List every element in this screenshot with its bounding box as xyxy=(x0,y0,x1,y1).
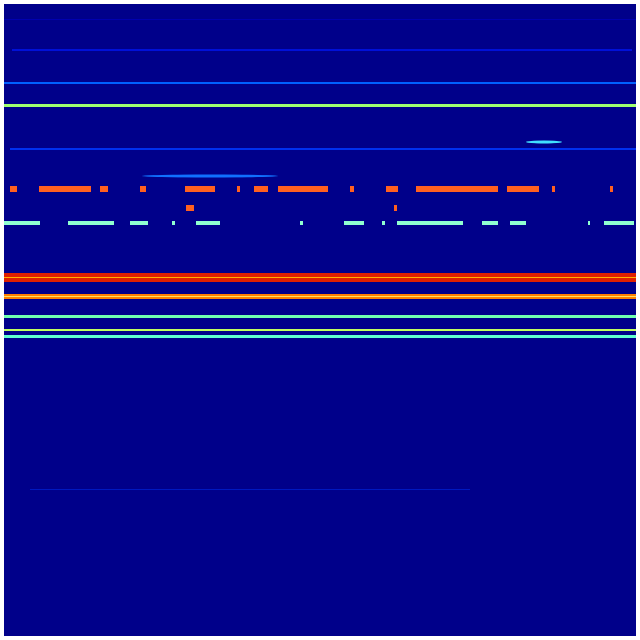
line xyxy=(4,82,636,84)
background xyxy=(4,4,636,636)
line xyxy=(4,104,636,107)
streak xyxy=(142,174,278,178)
band xyxy=(4,315,636,318)
red-dashes xyxy=(10,186,613,211)
band xyxy=(4,277,636,278)
band xyxy=(4,329,636,331)
strong-bands xyxy=(4,273,636,338)
line xyxy=(12,49,632,51)
horizontal-lines xyxy=(4,19,636,178)
cyan-dashes xyxy=(4,221,634,225)
line xyxy=(4,19,636,20)
band xyxy=(4,335,636,338)
blob xyxy=(526,140,562,144)
faint-line xyxy=(30,489,470,490)
line xyxy=(10,148,636,150)
band xyxy=(4,296,636,297)
